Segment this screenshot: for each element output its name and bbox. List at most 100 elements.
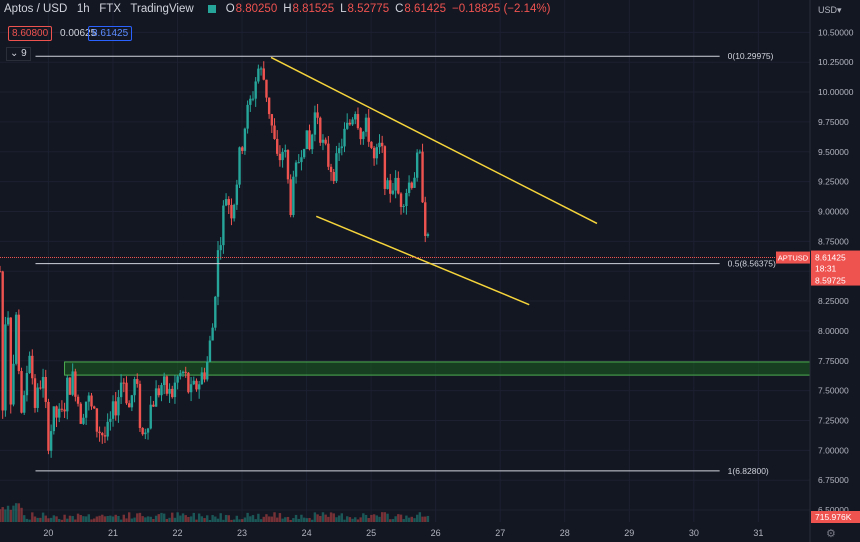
volume-bar [187,516,190,522]
candle [55,406,58,418]
candle [66,377,69,412]
candle [87,395,91,402]
candle [370,141,373,148]
high-label: H [283,3,292,15]
candle [127,403,131,408]
candle [98,431,101,434]
volume-bar [243,517,247,522]
time-tick-label: 22 [172,528,182,538]
candle [1,271,4,411]
candle [211,327,214,341]
candle [52,406,56,432]
price-tick-label: 7.75000 [818,356,849,366]
candle [74,371,77,397]
time-tick-label: 28 [560,528,570,538]
volume-bar [424,516,427,522]
demand-zone[interactable] [64,361,811,376]
candle [152,404,155,407]
volume-bar [394,516,397,522]
low-label: L [340,3,347,15]
candle [171,388,174,398]
volume-bar [39,517,42,522]
candle [76,396,80,404]
candle [222,205,225,246]
candle [219,245,222,251]
buy-button[interactable]: 8.61425 [88,26,133,41]
candle [197,384,201,390]
candle [397,177,400,194]
volume-bar [189,516,193,522]
candle [144,432,147,435]
volume-bar [214,516,217,522]
candle [308,130,311,150]
candle [184,371,187,373]
volume-bar [238,519,241,522]
candle [337,148,341,154]
price-tick-label: 8.75000 [818,236,849,246]
candle [286,150,290,180]
candle [302,148,306,158]
volume-bar [114,514,117,522]
sell-button[interactable]: 8.60800 [8,26,53,41]
candle [316,112,319,118]
current-price-label: 8.61425 [815,253,846,263]
price-axis[interactable]: 10.50000 10.25000 10.00000 9.75000 9.50000 9.… [818,27,854,515]
candle [154,388,158,407]
candle [413,177,416,188]
candle [36,387,39,408]
indicator-badge[interactable]: ⌄ 9 [6,47,31,61]
candle [106,421,109,437]
candle [149,404,152,429]
volume-bar [389,519,392,522]
gear-icon[interactable]: ⚙ [826,528,836,540]
candle [60,408,64,410]
volume-bar [176,512,179,522]
volume-bar [157,514,160,522]
volume-bar [351,518,354,522]
volume-bar [397,514,400,522]
symbol-title[interactable]: Aptos / USD 1h FTX TradingView [4,3,194,15]
price-tick-label: 6.50000 [818,505,849,515]
time-tick-label: 25 [366,528,376,538]
open-label: O [225,3,235,15]
volume-bar [12,505,15,522]
fibonacci-retracement[interactable]: 0(10.29975) 0.5(8.56375) 1(6.82800) [35,51,776,476]
candle [348,122,352,125]
ohlc-high: H8.81525 [283,3,334,15]
candle [90,395,93,407]
demand-zone-rect [64,361,811,376]
time-axis[interactable]: 20 21 22 23 24 25 26 27 28 29 30 31 [43,528,763,538]
volume-bar [14,503,18,522]
volume-bar [154,515,158,522]
volume-bar [375,515,378,522]
candle [329,166,333,173]
volume-bar [206,515,209,522]
volume-bar [297,518,300,522]
candle [95,408,99,432]
candle [421,151,424,203]
volume-bar [332,513,335,522]
currency-selector[interactable]: USD▾ [818,5,842,16]
chevron-down-icon: ⌄ [10,48,19,59]
candle [332,172,335,182]
candle [262,68,265,80]
volume-bar [101,514,104,522]
candle [311,134,314,150]
candle [324,139,327,144]
market-status-icon [207,5,216,13]
volume-bar [224,514,228,522]
trendlines[interactable] [270,56,598,306]
candle [20,371,23,413]
volume-bar [162,513,166,522]
candle [415,152,419,178]
candle [160,385,163,396]
candle [270,114,274,126]
volume-bar [181,513,185,522]
candle [47,401,50,451]
volume-bar [106,516,109,522]
candle [82,417,85,424]
chart-header: Aptos / USD 1h FTX TradingView O8.80250 … [4,3,556,15]
volume-bar [127,512,131,522]
candle [327,143,330,167]
